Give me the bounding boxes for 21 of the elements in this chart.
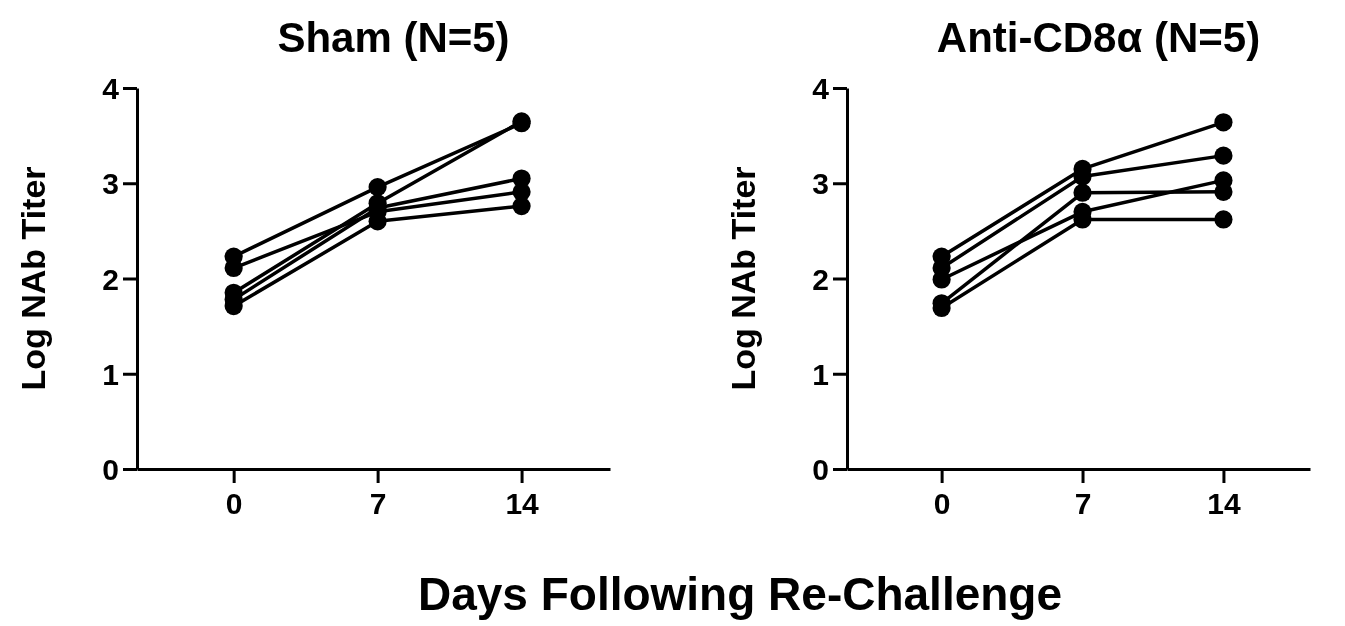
x-tick-label: 7 bbox=[369, 487, 387, 520]
y-tick-label: 0 bbox=[102, 453, 119, 486]
y-tick-label: 2 bbox=[812, 262, 829, 296]
y-axis-title: Log NAb Titer bbox=[14, 166, 52, 391]
x-tick-label: 7 bbox=[1074, 487, 1092, 520]
y-tick-label: 1 bbox=[812, 357, 829, 391]
y-tick-label: 1 bbox=[102, 357, 119, 391]
x-tick-label: 0 bbox=[933, 487, 951, 520]
y-axis-title: Log NAb Titer bbox=[724, 166, 762, 391]
y-tick-label: 0 bbox=[812, 453, 829, 486]
y-tick-label: 4 bbox=[102, 72, 120, 105]
chart-title: Sham (N=5) bbox=[277, 14, 510, 61]
chart-title: Anti-CD8α (N=5) bbox=[936, 14, 1261, 61]
y-tick-label: 4 bbox=[812, 72, 830, 105]
y-tick-label: 3 bbox=[102, 167, 119, 201]
x-tick-label: 14 bbox=[1207, 487, 1241, 520]
x-tick-label: 0 bbox=[225, 487, 243, 520]
y-tick-label: 3 bbox=[812, 167, 829, 201]
x-tick-label: 14 bbox=[505, 487, 540, 520]
x-axis-title: Days Following Re-Challenge bbox=[417, 568, 1063, 620]
y-tick-label: 2 bbox=[102, 262, 119, 296]
